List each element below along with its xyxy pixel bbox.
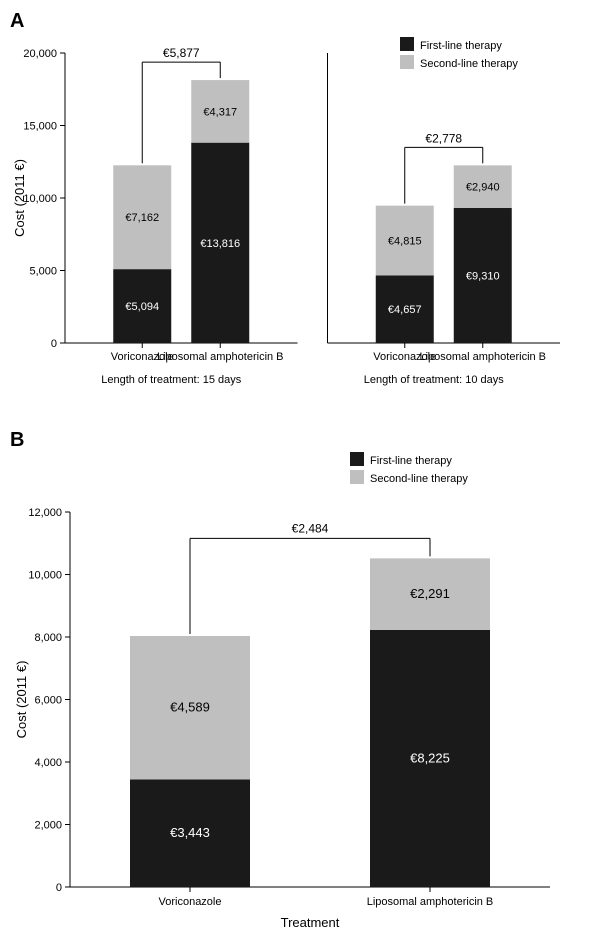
x-axis-label: Treatment bbox=[281, 915, 340, 930]
diff-label: €5,877 bbox=[163, 46, 200, 60]
bar-x-label: Liposomal amphotericin B bbox=[367, 896, 494, 908]
y-axis-label: Cost (2011 €) bbox=[14, 661, 29, 739]
bar-first-value: €13,816 bbox=[200, 238, 240, 250]
bar-first-value: €9,310 bbox=[466, 271, 500, 283]
y-tick: 8,000 bbox=[34, 632, 62, 644]
panel-a-chart: First-line therapy Second-line therapy 0 5,… bbox=[10, 33, 570, 413]
y-tick: 4,000 bbox=[34, 757, 62, 769]
y-tick: 5,000 bbox=[29, 266, 57, 278]
panel-b-label: B bbox=[10, 429, 590, 452]
legend-second-line: Second-line therapy bbox=[370, 473, 468, 485]
bar-second-value: €4,815 bbox=[388, 236, 422, 248]
y-axis-label: Cost (2011 €) bbox=[12, 159, 27, 237]
bar-x-label: Voriconazole bbox=[159, 896, 222, 908]
y-tick: 0 bbox=[51, 338, 57, 350]
y-tick: 15,000 bbox=[23, 121, 57, 133]
bar-x-label: Liposomal amphotericin B bbox=[419, 351, 546, 363]
bar-x-label: Liposomal amphotericin B bbox=[157, 351, 284, 363]
bar-first-value: €5,094 bbox=[125, 301, 159, 313]
panel-b-chart: First-line therapy Second-line therapy 0 2,… bbox=[10, 452, 570, 942]
legend-first-line: First-line therapy bbox=[420, 40, 502, 52]
y-tick: 10,000 bbox=[28, 570, 62, 582]
group-caption-prefix: Length of treatment: 15 days bbox=[101, 374, 242, 386]
legend-second-line: Second-line therapy bbox=[420, 58, 518, 70]
bar-second-value: €2,940 bbox=[466, 182, 500, 194]
legend-first-line: First-line therapy bbox=[370, 455, 452, 467]
y-tick: 12,000 bbox=[28, 507, 62, 519]
bar-first-value: €4,657 bbox=[388, 304, 422, 316]
y-tick: 20,000 bbox=[23, 48, 57, 60]
bar-second-value: €4,589 bbox=[170, 700, 210, 715]
bar-second-value: €4,317 bbox=[203, 106, 237, 118]
y-tick: 6,000 bbox=[34, 695, 62, 707]
bar-first-value: €8,225 bbox=[410, 750, 450, 765]
bar-first-value: €3,443 bbox=[170, 825, 210, 840]
diff-label: €2,484 bbox=[292, 521, 329, 535]
panel-b: B First-line therapy Second-line therapy 0… bbox=[10, 429, 590, 942]
panel-a: A First-line therapy Second-line therapy 0… bbox=[10, 10, 590, 413]
bar-second-value: €7,162 bbox=[125, 212, 159, 224]
y-tick: 0 bbox=[56, 882, 62, 894]
bar-second-value: €2,291 bbox=[410, 586, 450, 601]
y-tick: 2,000 bbox=[34, 820, 62, 832]
panel-a-label: A bbox=[10, 10, 590, 33]
group-caption-prefix: Length of treatment: 10 days bbox=[364, 374, 505, 386]
y-tick: 10,000 bbox=[23, 193, 57, 205]
diff-label: €2,778 bbox=[425, 131, 462, 145]
